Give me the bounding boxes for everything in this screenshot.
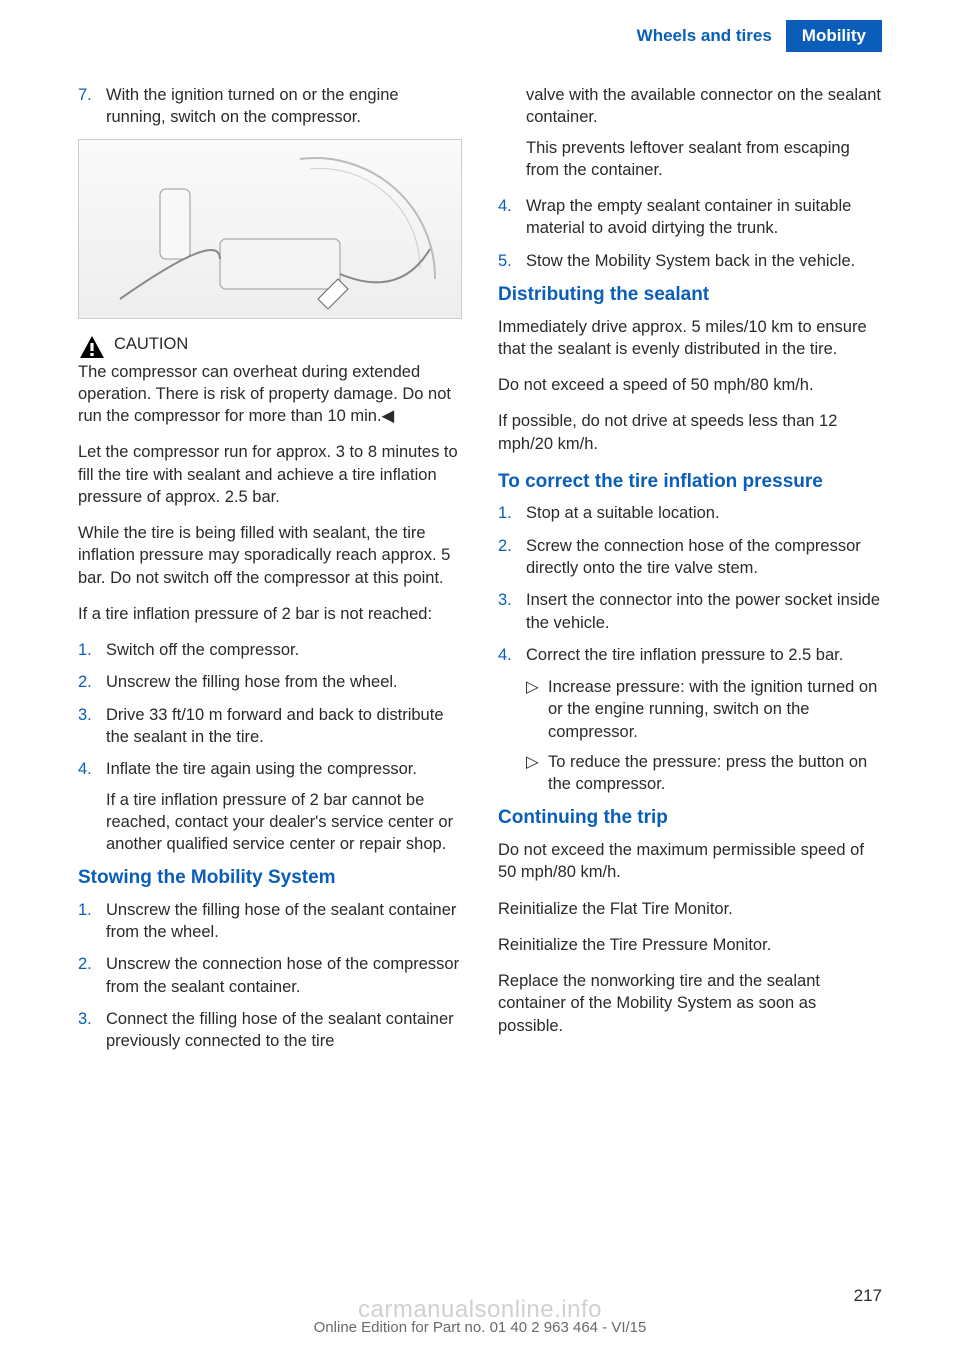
body-paragraph: Do not exceed a speed of 50 mph/80 km/h. bbox=[498, 374, 882, 396]
page-content: 7. With the ignition turned on or the en… bbox=[78, 84, 882, 1063]
sub-bullet: ▷ Increase pressure: with the ignition t… bbox=[526, 676, 882, 743]
section-heading: Distributing the sealant bbox=[498, 282, 882, 308]
list-item: 1. Stop at a suitable location. bbox=[498, 502, 882, 524]
list-item: 3. Drive 33 ft/10 m forward and back to … bbox=[78, 704, 462, 749]
page-number: 217 bbox=[854, 1286, 882, 1306]
footer-text: Online Edition for Part no. 01 40 2 963 … bbox=[0, 1319, 960, 1336]
body-paragraph: Immediately drive approx. 5 miles/10 km … bbox=[498, 316, 882, 361]
compressor-illustration bbox=[78, 139, 462, 319]
section-heading: Continuing the trip bbox=[498, 805, 882, 831]
list-item: 2. Unscrew the filling hose from the whe… bbox=[78, 671, 462, 693]
step-number: 2. bbox=[498, 535, 526, 580]
triangle-bullet-icon: ▷ bbox=[526, 676, 548, 743]
step-text: Wrap the empty sealant container in suit… bbox=[526, 195, 882, 240]
left-column: 7. With the ignition turned on or the en… bbox=[78, 84, 462, 1063]
list-item: 4. Correct the tire inflation pressure t… bbox=[498, 644, 882, 666]
list-item: 4. Wrap the empty sealant container in s… bbox=[498, 195, 882, 240]
breadcrumb-section: Wheels and tires bbox=[623, 20, 786, 52]
step-number: 2. bbox=[78, 671, 106, 693]
body-paragraph: If a tire inflation pressure of 2 bar is… bbox=[78, 603, 462, 625]
step-text: Unscrew the filling hose from the wheel. bbox=[106, 671, 462, 693]
step-number: 4. bbox=[498, 195, 526, 240]
step-number: 1. bbox=[78, 899, 106, 944]
sub-bullet: ▷ To reduce the pressure: press the but­… bbox=[526, 751, 882, 796]
triangle-bullet-icon: ▷ bbox=[526, 751, 548, 796]
body-paragraph: If possible, do not drive at speeds less… bbox=[498, 410, 882, 455]
list-item: 3. Connect the filling hose of the seala… bbox=[78, 1008, 462, 1053]
step-text: Insert the connector into the power sock… bbox=[526, 589, 882, 634]
body-paragraph: Do not exceed the maximum permissible sp… bbox=[498, 839, 882, 884]
bullet-text: To reduce the pressure: press the but­to… bbox=[548, 751, 882, 796]
compressor-svg bbox=[100, 149, 440, 309]
step-number: 5. bbox=[498, 250, 526, 272]
step-text-main: Inflate the tire again using the compres… bbox=[106, 760, 417, 778]
step-text: Screw the connection hose of the com­pre… bbox=[526, 535, 882, 580]
right-column: valve with the available connector on th… bbox=[498, 84, 882, 1063]
section-heading: To correct the tire inflation pressure bbox=[498, 469, 882, 495]
body-paragraph: Reinitialize the Tire Pressure Monitor. bbox=[498, 934, 882, 956]
list-item: 1. Unscrew the filling hose of the seala… bbox=[78, 899, 462, 944]
body-paragraph: While the tire is being filled with seal… bbox=[78, 522, 462, 589]
body-paragraph: Reinitialize the Flat Tire Monitor. bbox=[498, 898, 882, 920]
caution-block: CAUTION bbox=[78, 333, 462, 359]
list-item: 2. Unscrew the connection hose of the co… bbox=[78, 953, 462, 998]
step-text: Drive 33 ft/10 m forward and back to dis… bbox=[106, 704, 462, 749]
step-text: Inflate the tire again using the compres… bbox=[106, 758, 462, 855]
caution-text: The compressor can overheat during ex­te… bbox=[78, 361, 462, 428]
header-breadcrumb: Wheels and tires Mobility bbox=[623, 20, 882, 52]
step-number: 3. bbox=[78, 704, 106, 749]
step-text: Unscrew the filling hose of the sealant … bbox=[106, 899, 462, 944]
step-number: 7. bbox=[78, 84, 106, 129]
step-text: With the ignition turned on or the engin… bbox=[106, 84, 462, 129]
body-paragraph: Let the compressor run for approx. 3 to … bbox=[78, 441, 462, 508]
bullet-text: Increase pressure: with the ignition tur… bbox=[548, 676, 882, 743]
list-item: 4. Inflate the tire again using the comp… bbox=[78, 758, 462, 855]
step-subtext: If a tire inflation pressure of 2 bar ca… bbox=[106, 789, 462, 856]
list-item: 5. Stow the Mobility System back in the … bbox=[498, 250, 882, 272]
step-text: Unscrew the connection hose of the com­p… bbox=[106, 953, 462, 998]
warning-icon bbox=[78, 335, 106, 359]
list-item: 1. Switch off the compressor. bbox=[78, 639, 462, 661]
body-paragraph: Replace the nonworking tire and the seal… bbox=[498, 970, 882, 1037]
breadcrumb-chapter: Mobility bbox=[786, 20, 882, 52]
section-heading: Stowing the Mobility System bbox=[78, 865, 462, 891]
step-text: Stow the Mobility System back in the veh… bbox=[526, 250, 882, 272]
continuation-text: valve with the available connector on th… bbox=[526, 84, 882, 129]
list-item: 3. Insert the connector into the power s… bbox=[498, 589, 882, 634]
step-number: 4. bbox=[78, 758, 106, 855]
list-item: 7. With the ignition turned on or the en… bbox=[78, 84, 462, 129]
step-number: 1. bbox=[78, 639, 106, 661]
step-number: 3. bbox=[78, 1008, 106, 1053]
list-item: 2. Screw the connection hose of the com­… bbox=[498, 535, 882, 580]
caution-title: CAUTION bbox=[114, 335, 188, 353]
step-text: Correct the tire inflation pressure to 2… bbox=[526, 644, 882, 666]
step-text: Stop at a suitable location. bbox=[526, 502, 882, 524]
step-number: 4. bbox=[498, 644, 526, 666]
step-number: 2. bbox=[78, 953, 106, 998]
step-number: 3. bbox=[498, 589, 526, 634]
continuation-text: This prevents leftover sealant from esca… bbox=[526, 137, 882, 182]
step-text: Connect the filling hose of the sealant … bbox=[106, 1008, 462, 1053]
step-number: 1. bbox=[498, 502, 526, 524]
step-text: Switch off the compressor. bbox=[106, 639, 462, 661]
